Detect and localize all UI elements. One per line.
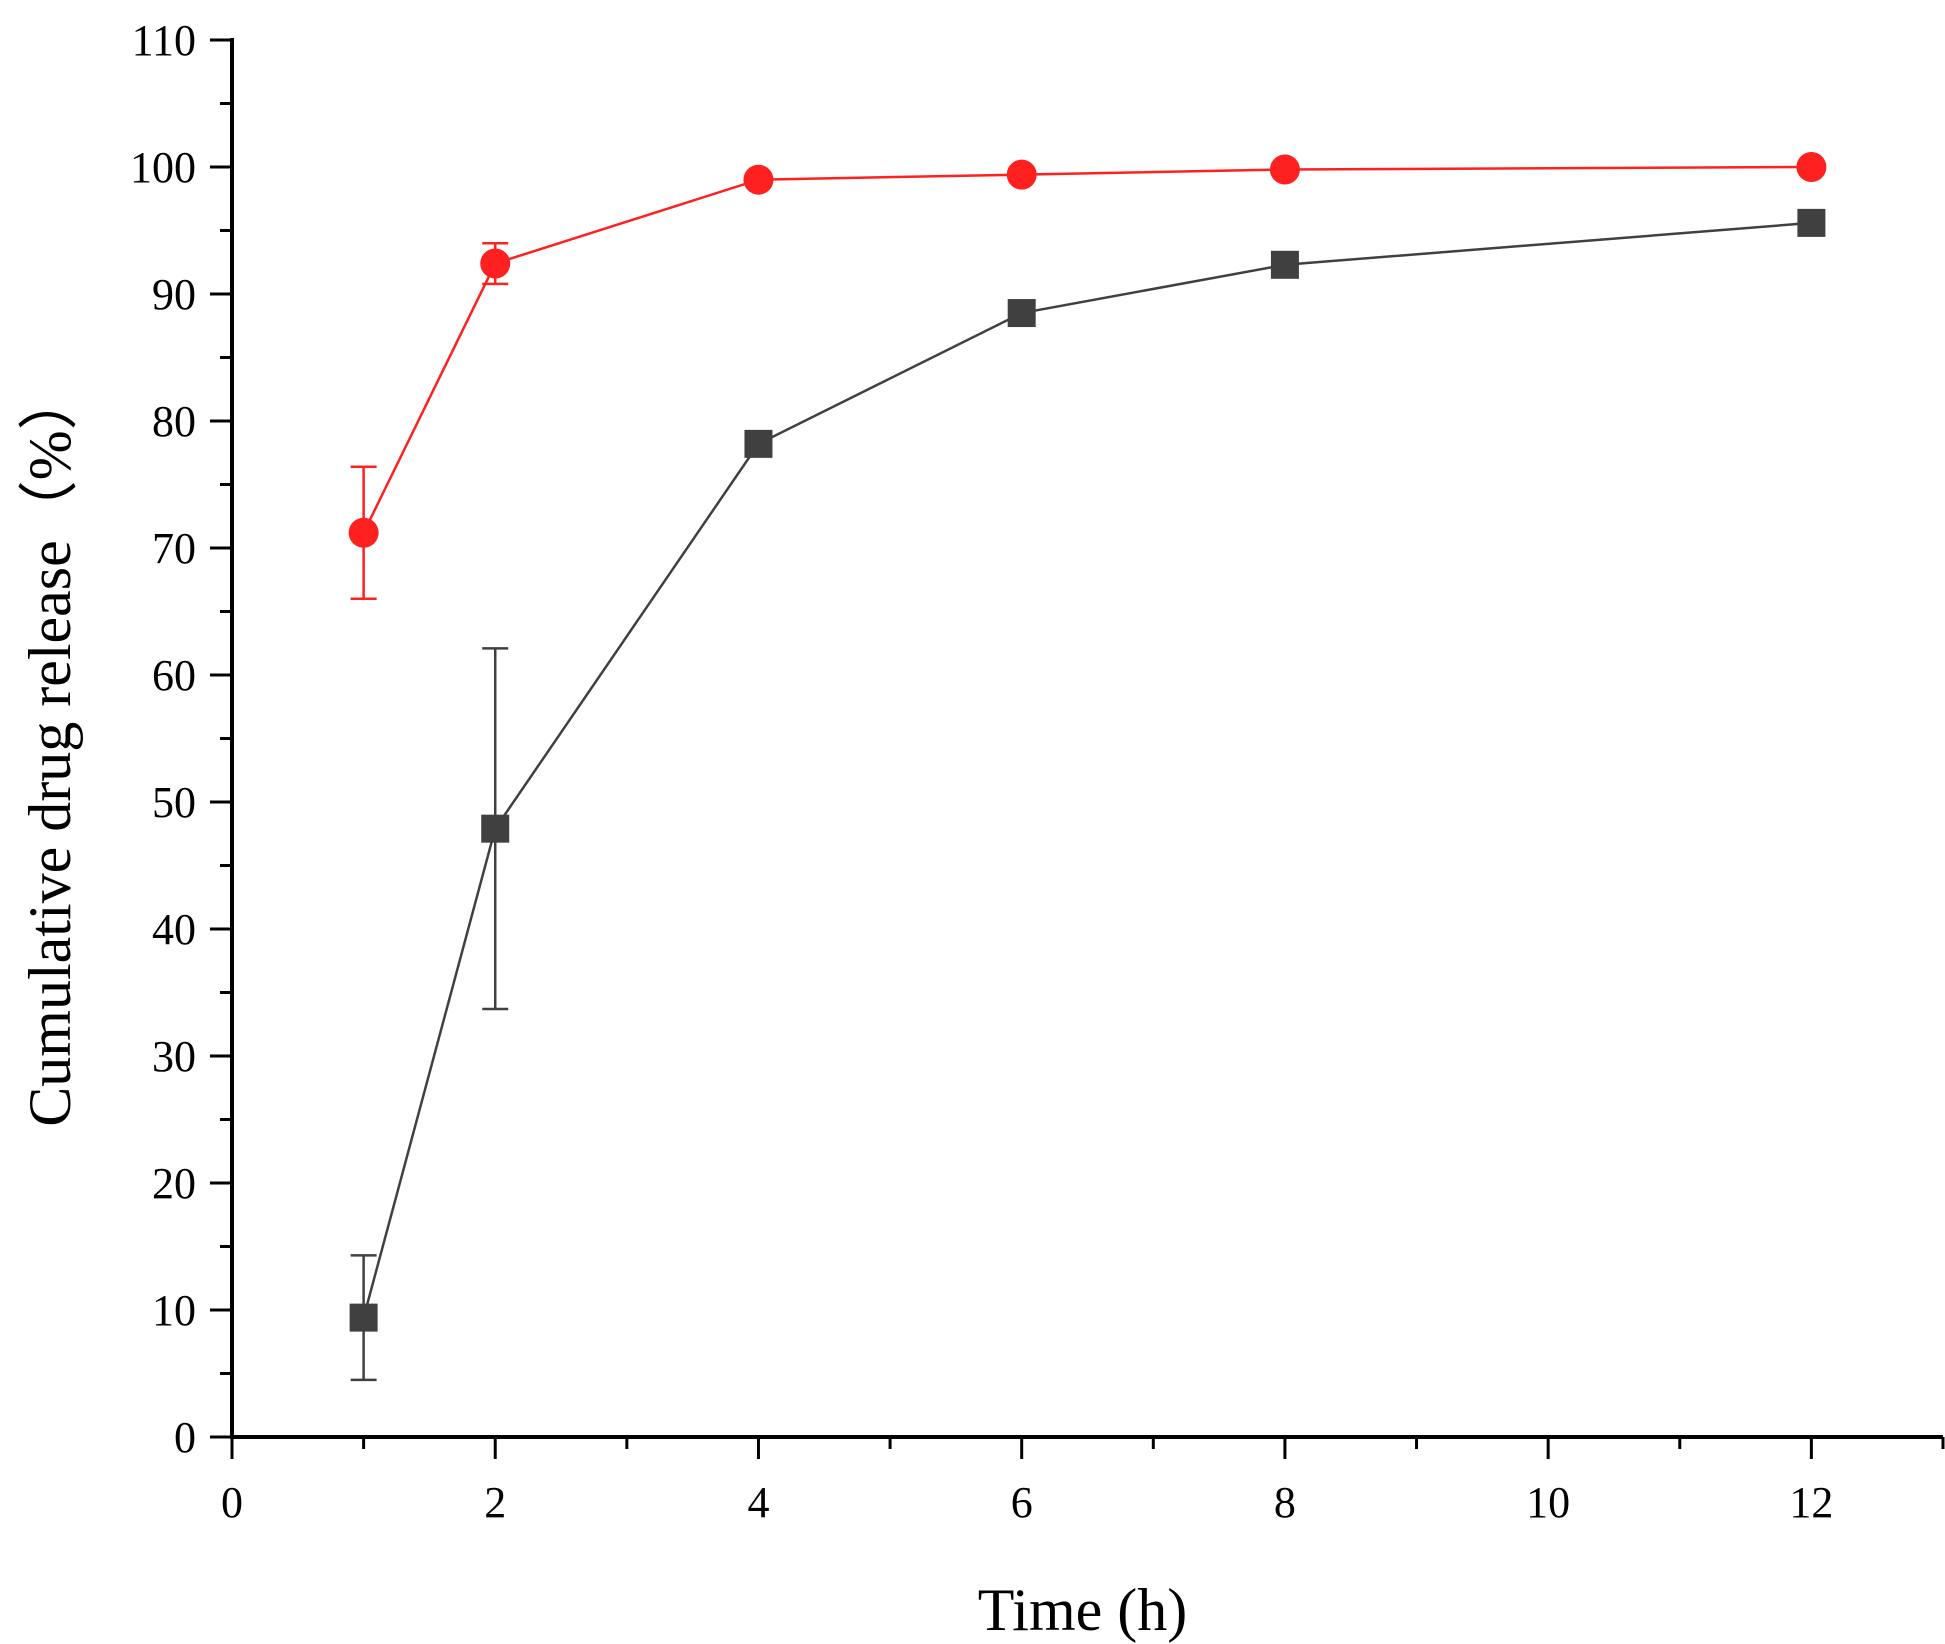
y-tick-label: 50 [152, 778, 196, 827]
data-point-square [349, 1303, 378, 1332]
y-tick-label: 20 [152, 1159, 196, 1208]
data-point-square [1270, 250, 1299, 279]
y-tick-label: 60 [152, 651, 196, 700]
x-tick-label: 10 [1526, 1478, 1570, 1527]
gray-square-series [349, 208, 1826, 1382]
data-point-circle [348, 517, 379, 548]
x-tick-label: 2 [484, 1478, 506, 1527]
red-circle-series [348, 152, 1827, 601]
data-point-circle [1796, 152, 1827, 182]
plot-series [348, 152, 1827, 1382]
y-tick-label: 100 [130, 143, 196, 192]
x-tick-label: 4 [747, 1478, 769, 1527]
data-point-square [1797, 208, 1826, 237]
x-tick-label: 0 [221, 1478, 243, 1527]
series-line [362, 165, 1812, 534]
y-tick-label: 70 [152, 524, 196, 573]
y-tick-label: 40 [152, 905, 196, 954]
x-axis-ticks: 0 2 4 6 8 10 12 [221, 1437, 1945, 1527]
series-line [362, 221, 1812, 1318]
y-tick-label: 90 [152, 270, 196, 319]
y-tick-label: 80 [152, 397, 196, 446]
x-tick-label: 6 [1011, 1478, 1033, 1527]
data-point-circle [1269, 154, 1300, 185]
x-tick-label: 8 [1274, 1478, 1296, 1527]
y-tick-label: 30 [152, 1032, 196, 1081]
y-tick-label: 110 [132, 16, 196, 65]
data-point-square [744, 429, 773, 458]
data-point-circle [1006, 159, 1037, 190]
data-point-circle [480, 248, 511, 279]
x-axis-title: Time (h) [978, 1577, 1187, 1643]
y-axis-title: Cumulative drug release（%） [17, 370, 83, 1126]
data-point-square [481, 814, 510, 843]
x-tick-label: 12 [1789, 1478, 1833, 1527]
y-tick-label: 10 [152, 1286, 196, 1335]
y-axis-ticks: 0 10 20 30 40 50 60 70 80 90 100 110 [130, 16, 232, 1462]
data-point-circle [743, 164, 774, 195]
data-point-square [1007, 299, 1036, 328]
y-tick-label: 0 [174, 1413, 196, 1462]
